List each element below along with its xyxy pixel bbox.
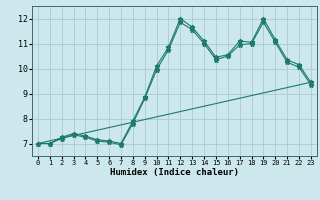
X-axis label: Humidex (Indice chaleur): Humidex (Indice chaleur) — [110, 168, 239, 177]
